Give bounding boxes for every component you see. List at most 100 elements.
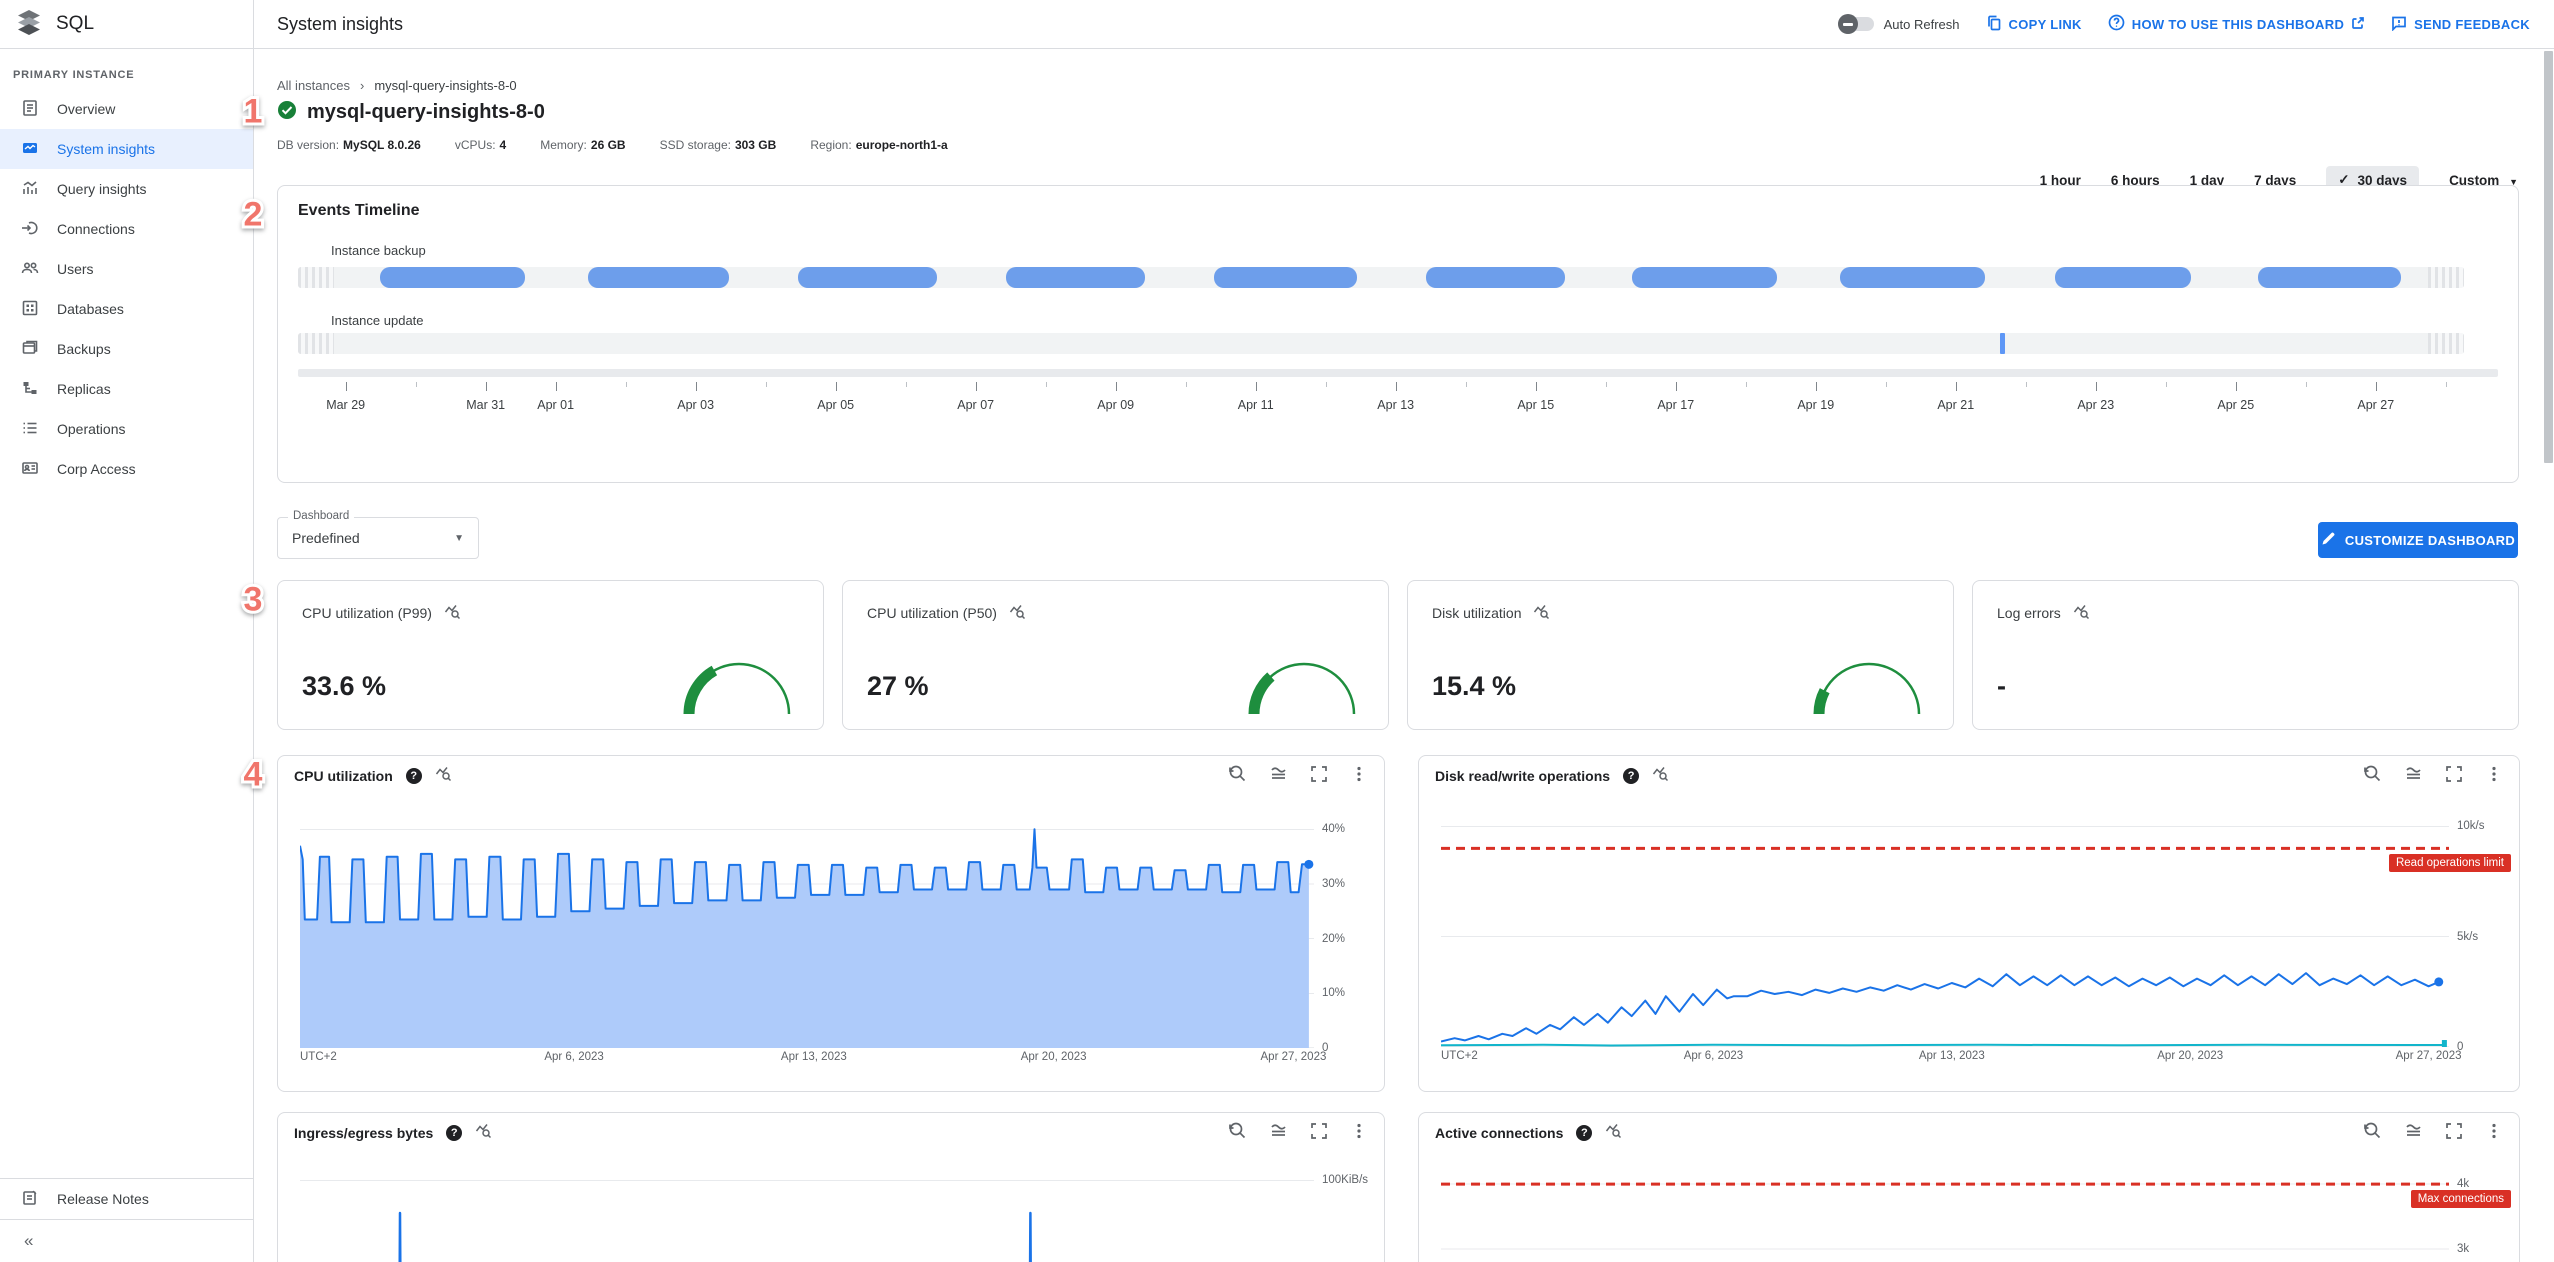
summary-card-log-errors: Log errors -: [1972, 580, 2519, 730]
sidebar-item-operations[interactable]: Operations: [0, 409, 253, 449]
collapse-icon: «: [24, 1231, 34, 1250]
time-range-1-hour[interactable]: 1 hour: [2039, 172, 2081, 188]
metrics-explorer-icon[interactable]: [1652, 765, 1669, 787]
plot-area[interactable]: 100KiB/s: [300, 1153, 1368, 1262]
send-feedback-button[interactable]: SEND FEEDBACK: [2391, 15, 2530, 34]
sidebar-item-release-notes[interactable]: Release Notes: [0, 1179, 253, 1219]
cloud-sql-logo-icon: [16, 9, 42, 40]
metrics-explorer-icon[interactable]: [1533, 603, 1550, 623]
timeline-row-label-update: Instance update: [331, 313, 424, 328]
metrics-explorer-icon[interactable]: [1009, 603, 1026, 623]
fullscreen-icon[interactable]: [2445, 765, 2463, 788]
summary-card-value: 33.6 %: [302, 671, 387, 701]
metrics-explorer-icon[interactable]: [444, 603, 461, 623]
events-timeline-card: Events Timeline Instance backup Instance…: [277, 185, 2519, 483]
summary-card-title: Log errors: [1997, 605, 2061, 621]
sidebar: SQL PRIMARY INSTANCE Overview System ins…: [0, 0, 254, 1262]
help-icon[interactable]: ?: [446, 1125, 463, 1141]
sidebar-item-overview[interactable]: Overview: [0, 89, 253, 129]
x-axis-labels: UTC+2 Apr 6, 2023 Apr 13, 2023 Apr 20, 2023…: [1441, 1050, 2462, 1062]
top-bar: System insights Auto Refresh COPY LINK H…: [253, 0, 2554, 49]
fullscreen-icon[interactable]: [1310, 1122, 1328, 1145]
detail-ssd-storage: SSD storage: 303 GB: [659, 138, 777, 152]
metrics-explorer-icon[interactable]: [1605, 1122, 1622, 1144]
metrics-explorer-icon[interactable]: [2073, 603, 2090, 623]
chevron-down-icon: ▼: [454, 532, 464, 544]
plot-area[interactable]: 4k 3k Max connections: [1441, 1153, 2511, 1262]
customize-dashboard-button[interactable]: CUSTOMIZE DASHBOARD: [2318, 522, 2518, 558]
metrics-explorer-icon[interactable]: [475, 1122, 492, 1144]
detail-region: Region: europe-north1-a: [810, 138, 948, 152]
sidebar-item-system-insights[interactable]: System insights: [0, 129, 253, 169]
more-options-icon[interactable]: [1350, 765, 1368, 788]
auto-refresh-toggle[interactable]: [1837, 14, 1874, 34]
events-timeline-title: Events Timeline: [298, 202, 420, 219]
timeline-overview-strip[interactable]: [298, 369, 2498, 377]
instance-details: DB version: MySQL 8.0.26 vCPUs: 4 Memory: 2…: [277, 138, 948, 152]
help-icon[interactable]: ?: [1576, 1125, 1593, 1141]
time-range-30-days-label: 30 days: [2357, 172, 2408, 188]
sidebar-item-corp-access[interactable]: Corp Access: [0, 449, 253, 489]
copy-link-button[interactable]: COPY LINK: [1986, 15, 2082, 34]
users-icon: [21, 259, 39, 280]
time-range-7-days[interactable]: 7 days: [2254, 172, 2297, 188]
fullscreen-icon[interactable]: [1310, 765, 1328, 788]
sidebar-item-databases[interactable]: Databases: [0, 289, 253, 329]
backups-icon: [21, 339, 39, 360]
how-to-use-dashboard-label: HOW TO USE THIS DASHBOARD: [2131, 16, 2345, 32]
zoom-reset-icon[interactable]: [2363, 764, 2382, 788]
sidebar-item-label: Users: [57, 261, 94, 277]
toggle-knob-icon: [1837, 14, 1858, 34]
dashboard-select[interactable]: Dashboard Predefined ▼: [277, 510, 479, 559]
more-options-icon[interactable]: [1350, 1122, 1368, 1145]
annotation-number-4: 4: [241, 753, 266, 797]
status-ok-icon: [277, 100, 297, 125]
sidebar-item-connections[interactable]: Connections: [0, 209, 253, 249]
plot-area[interactable]: 0 5k/s 10k/s Read operations limit: [1441, 802, 2511, 1053]
top-bar-actions: Auto Refresh COPY LINK HOW TO USE THIS D…: [1837, 14, 2554, 34]
more-options-icon[interactable]: [2485, 765, 2503, 788]
help-icon[interactable]: ?: [405, 768, 422, 784]
sidebar-item-backups[interactable]: Backups: [0, 329, 253, 369]
legend-toggle-icon[interactable]: [1269, 1121, 1288, 1145]
collapse-sidebar-button[interactable]: «: [0, 1220, 253, 1262]
system-insights-icon: [21, 139, 39, 160]
time-range-custom[interactable]: Custom ▼: [2449, 173, 2518, 188]
divider: [0, 1178, 253, 1179]
sidebar-item-replicas[interactable]: Replicas: [0, 369, 253, 409]
breadcrumb-all-instances[interactable]: All instances: [277, 78, 350, 93]
scrollbar-thumb[interactable]: [2544, 51, 2553, 463]
legend-toggle-icon[interactable]: [2404, 1121, 2423, 1145]
plot-area[interactable]: 0 10% 20% 30% 40%: [300, 802, 1345, 1054]
time-range-6-hours[interactable]: 6 hours: [2110, 172, 2160, 188]
how-to-use-dashboard-button[interactable]: HOW TO USE THIS DASHBOARD: [2108, 14, 2365, 34]
corp-access-icon: [21, 459, 39, 480]
instance-title-row: mysql-query-insights-8-0: [277, 100, 545, 125]
more-options-icon[interactable]: [2485, 1122, 2503, 1145]
chart-title: Active connections: [1435, 1125, 1564, 1141]
disk-read-write-chart-card: Disk read/write operations ? 0 5k/s 10k/s R…: [1418, 755, 2520, 1092]
sidebar-item-query-insights[interactable]: Query insights: [0, 169, 253, 209]
sidebar-item-label: Backups: [57, 341, 111, 357]
fullscreen-icon[interactable]: [2445, 1122, 2463, 1145]
metrics-explorer-icon[interactable]: [435, 765, 452, 787]
timeline-track-backup[interactable]: [298, 267, 2464, 288]
chart-title: CPU utilization: [294, 768, 393, 784]
x-axis-labels: UTC+2 Apr 6, 2023 Apr 13, 2023 Apr 20, 2023…: [300, 1051, 1327, 1063]
zoom-reset-icon[interactable]: [1228, 1121, 1247, 1145]
customize-dashboard-label: CUSTOMIZE DASHBOARD: [2344, 532, 2516, 548]
legend-toggle-icon[interactable]: [2404, 764, 2423, 788]
timeline-track-update[interactable]: [298, 333, 2464, 354]
app-logo-area: SQL: [0, 0, 253, 49]
connections-icon: [21, 219, 39, 240]
summary-card-title: Disk utilization: [1432, 605, 1522, 621]
auto-refresh-control: Auto Refresh: [1837, 14, 1960, 34]
zoom-reset-icon[interactable]: [2363, 1121, 2382, 1145]
breadcrumb-instance: mysql-query-insights-8-0: [374, 78, 517, 93]
time-range-1-day[interactable]: 1 day: [2189, 172, 2225, 188]
help-icon[interactable]: ?: [1623, 768, 1640, 784]
zoom-reset-icon[interactable]: [1228, 764, 1247, 788]
legend-toggle-icon[interactable]: [1269, 764, 1288, 788]
sidebar-item-users[interactable]: Users: [0, 249, 253, 289]
